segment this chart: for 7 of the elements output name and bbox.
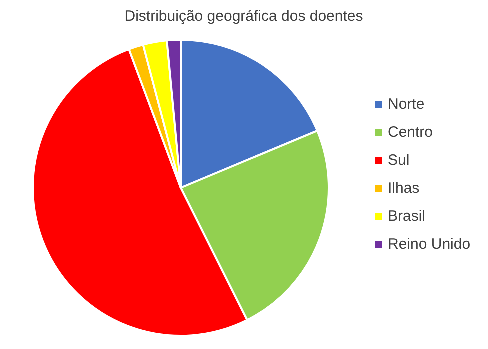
legend-label: Centro: [388, 124, 434, 141]
chart-title: Distribuição geográfica dos doentes: [124, 8, 364, 25]
legend-label: Reino Unido: [388, 236, 471, 253]
legend-label: Norte: [388, 96, 425, 113]
legend-label: Sul: [388, 152, 410, 169]
legend-label: Ilhas: [388, 180, 420, 197]
legend-label: Brasil: [388, 208, 426, 225]
